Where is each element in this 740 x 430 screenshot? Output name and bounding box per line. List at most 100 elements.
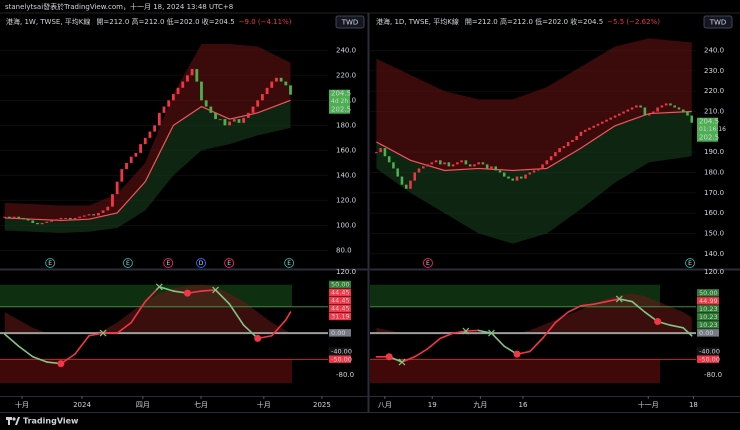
x-tick-label: 七月 — [194, 400, 208, 409]
y-tick-label: 150.0 — [704, 229, 724, 237]
candle-body — [443, 162, 446, 165]
event-marker[interactable] — [224, 258, 235, 268]
y-tick-label: 220.0 — [704, 87, 724, 95]
currency-button[interactable] — [703, 15, 733, 29]
candle-body — [279, 77, 283, 82]
candle-body — [549, 156, 553, 161]
candle-body — [630, 107, 634, 110]
oscillator-line — [529, 337, 544, 353]
y-tick-label: 100.0 — [336, 221, 356, 229]
symbol-legend: 港海, 1W, TWSE, 平均K線 開=212.0 高=212.0 低=202.… — [6, 17, 292, 26]
candle-body — [171, 94, 175, 101]
candle-body — [204, 100, 208, 107]
y-tick-label: 230.0 — [704, 67, 724, 75]
last-price: 204.5 — [699, 118, 719, 126]
overbought-zone — [370, 284, 660, 307]
value-label-box — [697, 347, 719, 355]
event-marker[interactable] — [685, 258, 696, 268]
candle-body — [566, 142, 570, 147]
y-tick-label: 180.0 — [704, 168, 724, 176]
candle-body — [162, 106, 166, 113]
oscillator-line — [477, 329, 493, 334]
y-tick-label: 160.0 — [704, 209, 724, 217]
oscillator-line — [200, 289, 217, 292]
candle-body — [626, 109, 630, 112]
candle-body — [115, 181, 119, 195]
candle-body — [426, 164, 429, 167]
candle-body — [379, 148, 382, 153]
symbol-title: 港海, 1D, TWSE, 平均K線 — [376, 17, 459, 26]
x-tick-label: 2025 — [313, 401, 331, 409]
candle-body — [289, 85, 292, 95]
value-label-box — [329, 296, 351, 305]
ohlc-values: 開=212.0 高=212.0 低=202.0 收=204.5 — [465, 17, 603, 26]
currency-label: TWD — [341, 19, 359, 27]
candle-body — [153, 125, 157, 132]
candle-body — [40, 222, 44, 225]
candle-body — [669, 103, 672, 106]
value-label: 50.00 — [699, 289, 718, 297]
candle-body — [477, 162, 480, 165]
value-label-box — [329, 312, 351, 321]
candle-body — [498, 170, 502, 173]
event-marker[interactable] — [284, 258, 295, 268]
value-label-box — [329, 355, 351, 363]
event-marker[interactable] — [45, 258, 56, 268]
event-marker[interactable] — [422, 258, 433, 268]
candle-body — [31, 220, 35, 223]
candle-body — [223, 119, 227, 126]
event-marker[interactable] — [196, 258, 207, 268]
candle-body — [532, 170, 536, 173]
oscillator-line — [3, 333, 20, 348]
y-tick-label: 120.0 — [704, 268, 724, 276]
value-label: 10.23 — [699, 313, 718, 321]
currency-button[interactable] — [335, 15, 365, 29]
oscillator-line — [567, 304, 582, 313]
candle-body — [284, 81, 288, 86]
value-label: 0.00 — [331, 329, 345, 337]
candle-body — [7, 216, 11, 218]
candle-body — [554, 152, 557, 157]
oscillator-line — [285, 311, 292, 321]
oscillator-line — [682, 327, 693, 337]
oscillator-line — [31, 355, 48, 363]
oscillator-line — [228, 303, 245, 327]
candle-body — [68, 217, 72, 220]
candle-body — [490, 166, 493, 169]
ohlc-values: 開=212.0 高=212.0 低=202.0 收=204.5 — [96, 17, 234, 26]
candle-body — [600, 121, 604, 124]
oversold-zone — [370, 359, 660, 384]
value-label: 10.23 — [699, 305, 718, 313]
candle-body — [639, 105, 642, 108]
candle-body — [562, 146, 566, 149]
x-tick-label: 16 — [519, 401, 528, 409]
moving-average — [4, 99, 291, 222]
candle-body — [200, 81, 203, 101]
candle-body — [237, 119, 241, 123]
candle-body — [78, 216, 82, 218]
candle-body — [181, 81, 185, 88]
candle-body — [82, 215, 86, 217]
oversold-zone — [0, 359, 292, 384]
candle-body — [404, 184, 408, 189]
event-marker[interactable] — [122, 258, 133, 268]
candle-body — [686, 111, 689, 116]
price-change: −5.5 (−2.62%) — [607, 18, 660, 26]
candle-body — [485, 164, 489, 169]
value-label-box — [697, 329, 719, 337]
oscillator-line — [580, 303, 595, 307]
candle-body — [45, 221, 49, 223]
candle-body — [622, 111, 625, 114]
bar-countdown: 01:16:16 — [699, 126, 726, 133]
signal-dot — [654, 318, 662, 326]
last-low: 202.5 — [699, 134, 719, 142]
candle-body — [618, 113, 621, 116]
value-label-box — [697, 313, 719, 321]
candle-body — [511, 178, 515, 181]
event-marker[interactable] — [163, 258, 174, 268]
candle-body — [383, 148, 387, 157]
value-label-box — [697, 297, 719, 305]
candle-body — [186, 75, 189, 82]
value-label: 44.45 — [331, 305, 350, 313]
candle-body — [12, 216, 16, 218]
